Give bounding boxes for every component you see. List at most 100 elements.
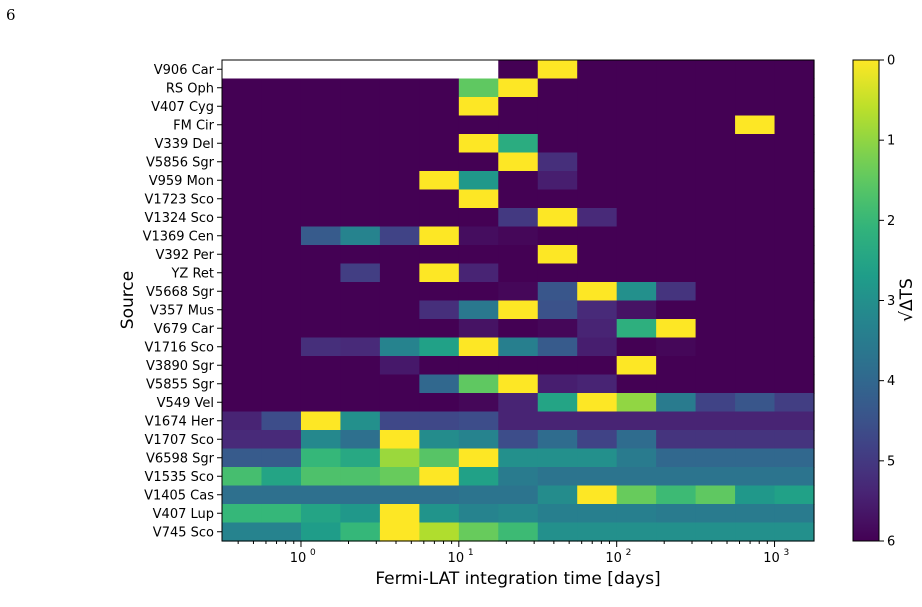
heatmap-cell <box>261 356 302 376</box>
heatmap-cell <box>458 78 499 98</box>
heatmap-cell <box>577 411 618 431</box>
heatmap-cell <box>300 337 342 357</box>
heatmap-cell <box>577 189 618 209</box>
heatmap-cell <box>616 337 657 357</box>
heatmap-cell <box>340 411 381 431</box>
heatmap-cell <box>656 337 697 357</box>
heatmap-cell <box>735 411 776 431</box>
heatmap-cell <box>616 78 657 98</box>
plot-frame <box>221 59 815 542</box>
heatmap-cell <box>577 319 618 339</box>
heatmap-cell <box>222 430 263 450</box>
heatmap-cell <box>261 115 302 135</box>
heatmap-cell <box>458 411 499 431</box>
heatmap-cell <box>222 245 263 265</box>
heatmap-cell <box>774 448 815 468</box>
heatmap-cells <box>222 60 815 542</box>
heatmap-cell <box>222 78 263 98</box>
heatmap-cell <box>695 356 736 376</box>
heatmap-cell <box>419 467 460 487</box>
heatmap-cell <box>300 171 342 191</box>
y-tick-label: V392 Per <box>155 248 214 263</box>
y-tick-label: V1405 Cas <box>144 488 214 503</box>
heatmap-cell <box>537 448 578 468</box>
heatmap-cell <box>774 430 815 450</box>
heatmap-cell <box>419 171 460 191</box>
heatmap-cell <box>735 226 776 246</box>
heatmap-cell <box>656 171 697 191</box>
heatmap-cell <box>379 189 420 209</box>
heatmap-cell <box>735 374 776 394</box>
heatmap-cell <box>498 356 539 376</box>
heatmap-cell <box>498 152 539 172</box>
heatmap-cell <box>695 393 736 413</box>
heatmap-cell <box>616 226 657 246</box>
heatmap-cell <box>735 467 776 487</box>
heatmap-cell <box>498 60 539 80</box>
y-tick-label: V339 Del <box>155 137 214 152</box>
heatmap-cell <box>458 430 499 450</box>
heatmap-cell <box>616 504 657 524</box>
page-number: 6 <box>6 6 16 24</box>
heatmap-cell <box>340 226 381 246</box>
heatmap-cell <box>340 356 381 376</box>
y-tick-label: V1674 Her <box>145 414 215 429</box>
heatmap-cell <box>656 208 697 228</box>
heatmap-cell <box>300 393 342 413</box>
x-tick-exponent: 3 <box>784 548 790 558</box>
y-tick-label: V679 Car <box>154 322 215 337</box>
heatmap-cell <box>774 485 815 505</box>
heatmap-cell <box>695 263 736 283</box>
heatmap-cell <box>340 115 381 135</box>
heatmap-cell <box>340 393 381 413</box>
heatmap-cell <box>419 282 460 302</box>
heatmap-cell <box>498 448 539 468</box>
heatmap-cell <box>774 467 815 487</box>
heatmap-cell <box>577 134 618 154</box>
heatmap-cell <box>735 485 776 505</box>
heatmap-cell <box>735 448 776 468</box>
heatmap-cell <box>537 208 578 228</box>
heatmap-cell <box>537 504 578 524</box>
heatmap-cell <box>222 522 263 542</box>
colorbar-tick-label: 1 <box>887 134 895 149</box>
heatmap-cell <box>300 430 342 450</box>
heatmap-cell <box>340 319 381 339</box>
heatmap-cell <box>735 97 776 117</box>
heatmap-cell <box>537 467 578 487</box>
heatmap-cell <box>656 263 697 283</box>
heatmap-cell <box>774 300 815 320</box>
heatmap-cell <box>261 97 302 117</box>
colorbar-tick-label: 3 <box>887 294 895 309</box>
heatmap-cell <box>261 393 302 413</box>
heatmap-cell <box>695 208 736 228</box>
heatmap-cell <box>379 393 420 413</box>
y-tick-label: YZ Ret <box>170 266 214 281</box>
heatmap-cell <box>695 467 736 487</box>
heatmap-cell <box>735 356 776 376</box>
heatmap-cell <box>695 337 736 357</box>
heatmap-cell <box>379 337 420 357</box>
heatmap-cell <box>774 78 815 98</box>
heatmap-cell <box>222 411 263 431</box>
heatmap-cell <box>458 504 499 524</box>
heatmap-cell <box>537 282 578 302</box>
y-tick-label: V906 Car <box>154 63 215 78</box>
heatmap-cell <box>458 467 499 487</box>
heatmap-cell <box>379 300 420 320</box>
heatmap-cell <box>616 467 657 487</box>
heatmap-cell <box>498 337 539 357</box>
heatmap-cell <box>222 393 263 413</box>
heatmap-cell <box>261 189 302 209</box>
x-axis-ticks: 10 0 10 1 10 2 10 3 <box>237 541 790 566</box>
heatmap-cell <box>735 263 776 283</box>
heatmap-cell <box>458 152 499 172</box>
heatmap-cell <box>419 226 460 246</box>
heatmap-cell <box>261 78 302 98</box>
heatmap-cell <box>577 97 618 117</box>
heatmap-cell <box>379 467 420 487</box>
heatmap-cell <box>577 300 618 320</box>
heatmap-cell <box>419 504 460 524</box>
heatmap-cell <box>300 504 342 524</box>
heatmap-cell <box>498 300 539 320</box>
